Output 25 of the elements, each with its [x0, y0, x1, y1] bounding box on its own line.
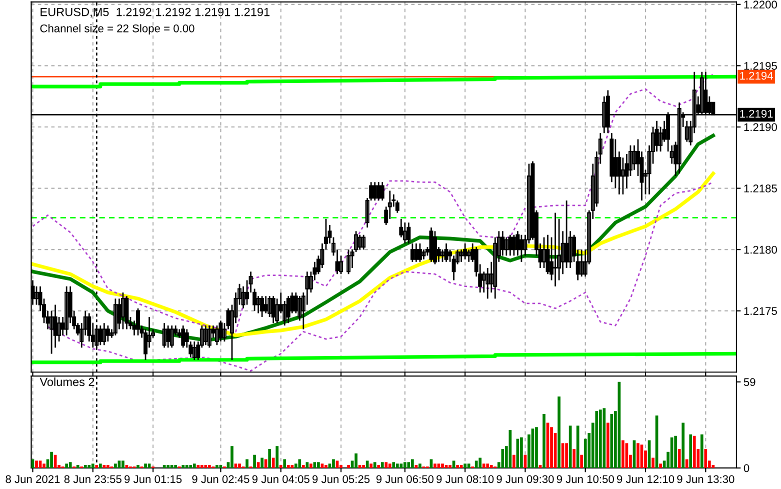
x-tick-label: 9 Jun 08:10 [436, 475, 494, 484]
chart-title: EURUSD,M5 1.2192 1.2192 1.2191 1.2191 [40, 8, 270, 18]
x-tick-label: 8 Jun 2021 [6, 475, 60, 484]
x-tick-label: 9 Jun 13:30 [677, 475, 734, 484]
x-tick-label: 9 Jun 09:30 [496, 475, 554, 484]
y-tick-label: 1.2185 [744, 184, 777, 192]
x-tick-label: 9 Jun 12:10 [616, 475, 674, 484]
y-tick-label: 1.2195 [744, 62, 777, 70]
x-tick-label: 9 Jun 10:50 [556, 475, 614, 484]
chart-title: Volumes 2 [40, 377, 94, 386]
ref-line-label: 1.2194 [740, 72, 773, 80]
x-tick-label: 9 Jun 06:50 [376, 475, 434, 484]
x-tick-label: 9 Jun 01:15 [124, 475, 182, 484]
y-tick-label: 0 [744, 464, 750, 472]
y-tick-label: 1.2190 [744, 123, 777, 132]
x-tick-label: 9 Jun 04:05 [252, 475, 310, 484]
y-tick-label: 1.2200 [744, 0, 777, 9]
x-tick-label: 8 Jun 23:55 [64, 475, 122, 484]
y-tick-label: 1.2180 [744, 246, 777, 254]
x-tick-label: 9 Jun 02:45 [192, 475, 250, 484]
annotation: Channel size = 22 Slope = 0.00 [40, 24, 194, 35]
y-tick-label: 1.2175 [744, 307, 777, 315]
y-tick-label: 59 [744, 378, 756, 386]
x-tick-label: 9 Jun 05:25 [312, 475, 370, 484]
ref-line-label: 1.2191 [740, 110, 773, 118]
